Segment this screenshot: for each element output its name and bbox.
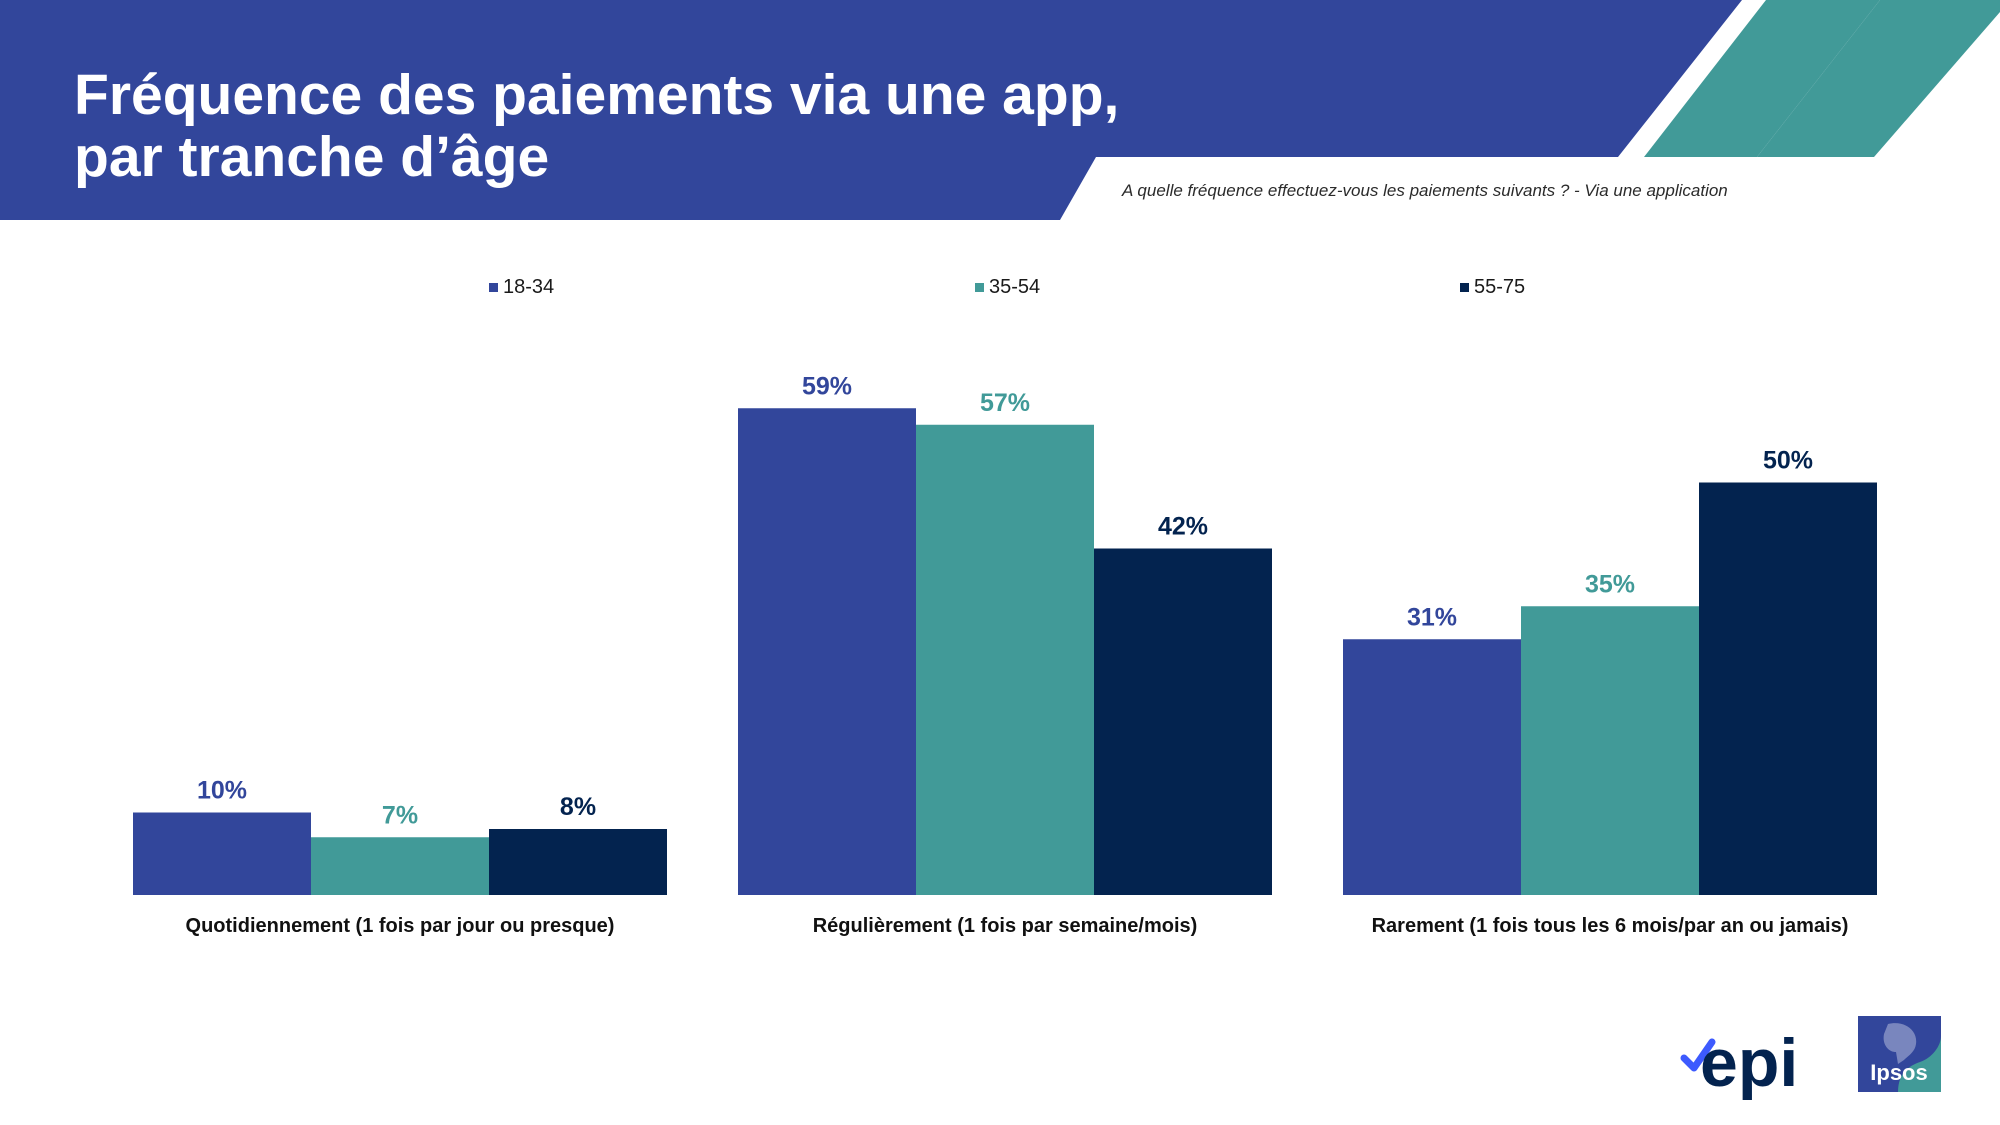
ipsos-head-icon: [1883, 1023, 1917, 1064]
ipsos-logo-text: Ipsos: [1870, 1060, 1927, 1085]
bar-18-34-cat-3: [1343, 639, 1521, 895]
data-label-55-75-cat-1: 8%: [560, 793, 596, 821]
legend-item-55-75: 55-75: [1460, 272, 1525, 302]
data-label-18-34-cat-1: 10%: [197, 777, 247, 805]
legend-item-35-54: 35-54: [975, 272, 1040, 302]
data-label-55-75-cat-2: 42%: [1158, 513, 1208, 541]
data-label-35-54-cat-1: 7%: [382, 801, 418, 829]
page-title: Fréquence des paiements via une app, par…: [74, 64, 1119, 188]
legend-label-18-34: 18-34: [503, 275, 555, 298]
ipsos-logo-accent: [1898, 1036, 1941, 1092]
bar-55-75-cat-1: [489, 829, 667, 895]
banner-stripe-2: [1757, 0, 2000, 157]
legend-label-35-54: 35-54: [989, 275, 1041, 298]
data-label-18-34-cat-2: 59%: [802, 372, 852, 400]
banner-shape: [0, 0, 1742, 220]
data-label-35-54-cat-3: 35%: [1585, 570, 1635, 598]
legend-swatch-18-34: [489, 282, 498, 292]
legend-label-55-75: 55-75: [1474, 275, 1526, 298]
data-label-35-54-cat-2: 57%: [980, 389, 1030, 417]
bar-55-75-cat-2: [1094, 548, 1272, 895]
legend-swatch-55-75: [1460, 282, 1469, 292]
banner-stripe-1: [1644, 0, 1880, 157]
category-label-3: Rarement (1 fois tous les 6 mois/par an …: [1372, 915, 1849, 937]
bar-18-34-cat-2: [738, 408, 916, 895]
question-subtitle: A quelle fréquence effectuez-vous les pa…: [1122, 181, 1728, 200]
header-banner: [0, 0, 2000, 220]
legend-item-18-34: 18-34: [489, 272, 554, 302]
epi-logo: epi: [1680, 1025, 1798, 1100]
ipsos-logo: Ipsos: [1858, 1016, 1941, 1092]
data-label-55-75-cat-3: 50%: [1763, 447, 1813, 475]
bar-35-54-cat-1: [311, 837, 489, 895]
category-label-1: Quotidiennement (1 fois par jour ou pres…: [186, 915, 615, 937]
legend-swatch-35-54: [975, 282, 984, 292]
page-title-line-1: Fréquence des paiements via une app,: [74, 63, 1120, 127]
bar-35-54-cat-2: [916, 424, 1094, 895]
bar-35-54-cat-3: [1521, 606, 1699, 895]
bar-18-34-cat-1: [133, 812, 311, 895]
epi-check-icon: [1680, 1038, 1716, 1072]
bar-55-75-cat-3: [1699, 482, 1877, 895]
epi-logo-text: epi: [1700, 1025, 1798, 1100]
page-title-line-2: par tranche d’âge: [74, 125, 550, 189]
data-label-18-34-cat-3: 31%: [1407, 603, 1457, 631]
category-label-2: Régulièrement (1 fois par semaine/mois): [813, 915, 1198, 937]
